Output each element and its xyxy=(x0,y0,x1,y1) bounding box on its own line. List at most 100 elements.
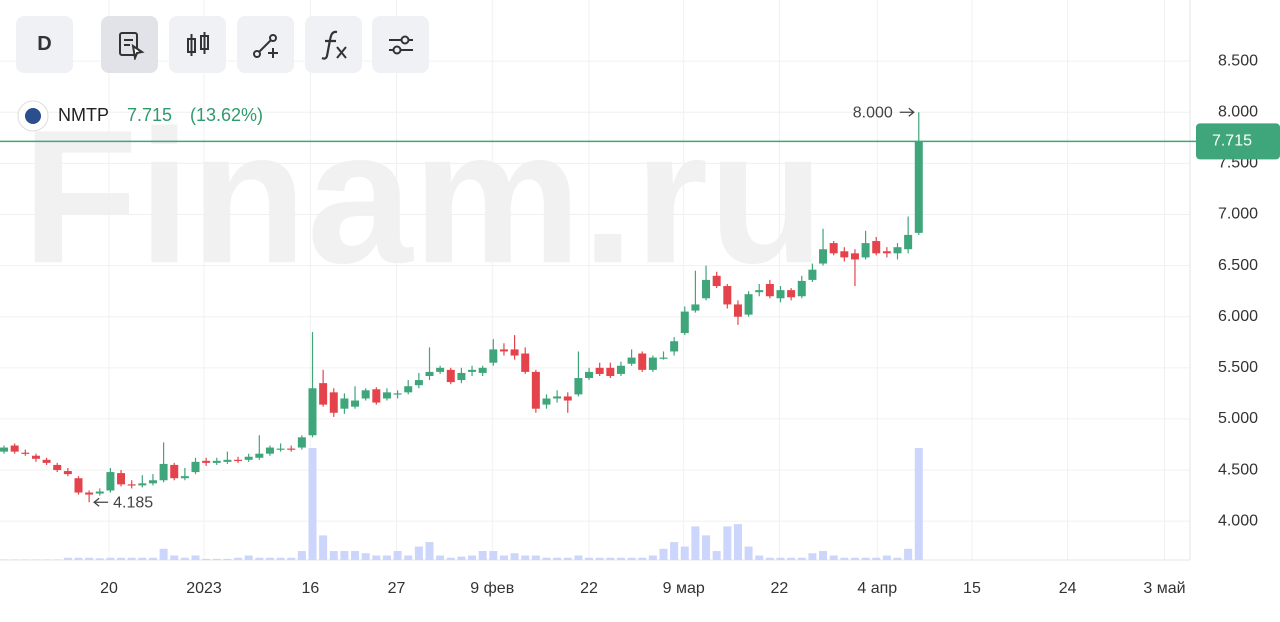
candle-body xyxy=(648,357,657,370)
candle-body xyxy=(914,141,923,233)
volume-bar xyxy=(510,553,519,560)
volume-bar xyxy=(616,557,625,560)
candle-body xyxy=(372,389,381,403)
candle-body xyxy=(138,483,147,486)
y-tick-label: 4.000 xyxy=(1218,512,1258,529)
candle-body xyxy=(616,365,625,374)
indicators-tool[interactable] xyxy=(305,16,362,73)
volume-bar xyxy=(563,557,572,560)
x-tick-label: 9 фев xyxy=(470,580,514,597)
icon xyxy=(252,33,278,58)
draw-tool[interactable] xyxy=(237,16,294,73)
volume-bar xyxy=(372,555,381,560)
candle-body xyxy=(351,400,360,407)
y-tick-label: 4.500 xyxy=(1218,461,1258,478)
candle-body xyxy=(478,367,487,373)
interval-button[interactable]: D xyxy=(16,16,73,73)
candle-body xyxy=(319,383,328,405)
candle-body xyxy=(361,390,370,399)
volume-bar xyxy=(202,558,211,560)
y-tick-label: 5.500 xyxy=(1218,359,1258,376)
candle-body xyxy=(191,461,200,473)
volume-bar xyxy=(0,559,9,560)
logo xyxy=(25,108,41,124)
volume-bar xyxy=(21,559,30,560)
settings-tool[interactable] xyxy=(372,16,429,73)
volume-bar xyxy=(478,551,487,560)
last-price-label: 7.715 xyxy=(1212,133,1252,150)
max-arrow xyxy=(899,107,915,117)
candle-body xyxy=(85,492,94,495)
volume-bar xyxy=(361,553,370,560)
candle-body xyxy=(882,251,891,254)
volume-bar xyxy=(297,551,306,560)
candle-body xyxy=(0,447,9,452)
volume-bar xyxy=(904,548,913,560)
candle-body xyxy=(765,283,774,297)
volume-bar xyxy=(191,555,200,560)
x-tick-label: 3 май xyxy=(1143,580,1185,597)
candle-body xyxy=(329,392,338,413)
candle-body xyxy=(680,311,689,334)
volume-bar xyxy=(74,557,83,560)
x-tick-label: 22 xyxy=(771,580,789,597)
candle-body xyxy=(180,476,189,479)
candle-body xyxy=(606,367,615,376)
volume-bar xyxy=(702,535,711,560)
candle-body xyxy=(574,378,583,395)
volume-bar xyxy=(723,526,732,560)
candle-body xyxy=(521,353,530,372)
candle-body xyxy=(10,445,19,452)
candle-body xyxy=(468,369,477,372)
ticker: NMTP xyxy=(58,105,109,125)
volume-bar xyxy=(595,557,604,560)
candle-body xyxy=(212,460,221,463)
volume-bar xyxy=(287,557,296,560)
volume-bar xyxy=(765,557,774,560)
volume-bar xyxy=(95,558,104,560)
candle-body xyxy=(659,357,668,359)
volume-bar xyxy=(414,546,423,560)
candle-body xyxy=(265,447,274,454)
change: (13.62%) xyxy=(190,105,263,125)
volume-bar xyxy=(308,448,317,560)
x-tick-label: 22 xyxy=(580,580,598,597)
candle-body xyxy=(489,349,498,363)
candle-body xyxy=(255,453,264,458)
candle-body xyxy=(457,372,466,381)
volume-bar xyxy=(170,555,179,560)
candle-body xyxy=(223,459,232,462)
volume-bar xyxy=(542,557,551,560)
candle-body xyxy=(712,275,721,287)
volume-bar xyxy=(436,555,445,560)
volume-bar xyxy=(10,559,19,560)
candle-body xyxy=(21,452,30,454)
x-tick-label: 4 апр xyxy=(857,580,897,597)
y-tick-label: 6.000 xyxy=(1218,308,1258,325)
candle-body xyxy=(744,294,753,315)
candles-tool[interactable] xyxy=(169,16,226,73)
select-tool[interactable] xyxy=(101,16,158,73)
volume-bar xyxy=(521,555,530,560)
volume-bar xyxy=(553,557,562,560)
volume-bar xyxy=(627,557,636,560)
volume-bar xyxy=(117,557,126,560)
volume-bar xyxy=(127,557,136,560)
x-tick-label: 9 мар xyxy=(663,580,705,597)
y-tick-label: 5.000 xyxy=(1218,410,1258,427)
volume-bar xyxy=(319,535,328,560)
candle-body xyxy=(170,464,179,479)
volume-bar xyxy=(659,548,668,560)
volume-bar xyxy=(574,555,583,560)
volume-bar xyxy=(691,526,700,560)
candle-body xyxy=(53,464,62,471)
candle-body xyxy=(893,247,902,254)
volume-bar xyxy=(819,551,828,560)
volume-bar xyxy=(829,555,838,560)
volume-bar xyxy=(180,557,189,560)
volume-bar xyxy=(148,557,157,560)
volume-bar xyxy=(393,551,402,560)
volume-bar xyxy=(138,557,147,560)
volume-bar xyxy=(850,557,859,560)
volume-bar xyxy=(468,555,477,560)
